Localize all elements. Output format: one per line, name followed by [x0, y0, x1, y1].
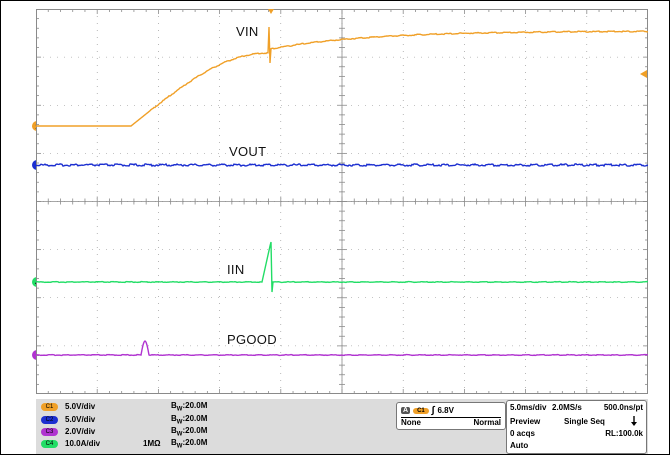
timebase: 5.0ms/div	[510, 403, 547, 412]
trigger-slope-icon: ∫	[431, 405, 435, 416]
sequence-mode: Single Seq	[564, 417, 605, 426]
bw-prefix: B	[171, 400, 177, 410]
trigger-level-marker[interactable]	[640, 70, 647, 78]
channel-badge: C3	[41, 427, 58, 436]
preview-status: Preview	[510, 417, 541, 426]
channel-bandwidth: BW:20.0M	[171, 425, 208, 438]
iin-label: IIN	[227, 262, 245, 277]
channel-scale: 5.0V/div	[65, 402, 96, 411]
left-gutter	[1, 1, 36, 399]
scope-info-bar: C1 5.0V/div BW:20.0M C2 5.0V/div BW:20.0M C3 2.…	[36, 399, 648, 454]
trigger-panel[interactable]: A C1 ∫ 6.8V None Normal	[396, 402, 506, 430]
record-length: RL:100.0k	[605, 429, 643, 438]
bw-sub: W	[176, 406, 183, 413]
trigger-coupling: None	[401, 418, 421, 427]
trigger-tag: A	[401, 407, 411, 414]
channel-scale: 2.0V/div	[65, 427, 96, 436]
graticule-grid	[36, 9, 648, 394]
sample-rate: 2.0MS/s	[552, 403, 582, 412]
iin-trace	[36, 241, 648, 293]
bw-sub: W	[176, 443, 183, 450]
pgood-ground-marker[interactable]	[32, 350, 36, 360]
vin-ground-marker[interactable]: 1	[32, 121, 36, 131]
trigger-source: C1	[413, 407, 429, 414]
vout-label: VOUT	[229, 144, 267, 159]
bw-prefix: B	[171, 425, 177, 435]
bw-sub: W	[176, 431, 183, 438]
vin-label: VIN	[236, 24, 259, 39]
bw-value: 20.0M	[185, 437, 208, 447]
bw-value: 20.0M	[185, 400, 208, 410]
channel-row[interactable]: C1 5.0V/div BW:20.0M	[41, 401, 207, 412]
channel-scale: 5.0V/div	[65, 415, 96, 424]
channel-scale: 10.0A/div	[65, 439, 101, 448]
channel-row[interactable]: C3 2.0V/div BW:20.0M	[41, 426, 207, 437]
bw-prefix: B	[171, 413, 177, 423]
channel-badge: C1	[41, 402, 58, 411]
channel-badge: C4	[41, 439, 58, 448]
single-seq-arrow-icon	[631, 416, 637, 426]
vout-trace	[36, 162, 648, 168]
pgood-label: PGOOD	[227, 332, 277, 347]
channel-bandwidth: BW:20.0M	[171, 413, 208, 426]
pgood-trace	[36, 339, 648, 357]
waveform-graticule	[36, 9, 648, 394]
channel-badge: C2	[41, 415, 58, 424]
bw-sub: W	[176, 419, 183, 426]
acquisition-count: 0 acqs	[510, 429, 535, 438]
waveform-display[interactable]: VIN VOUT IIN PGOOD	[36, 9, 648, 394]
vin-trace	[36, 26, 648, 127]
channel-row[interactable]: C4 10.0A/div 1MΩ BW:20.0M	[41, 438, 207, 449]
channel-bandwidth: BW:20.0M	[171, 400, 208, 413]
vin-marker-text: 1	[35, 124, 36, 131]
channel-termination: 1MΩ	[143, 439, 161, 448]
bw-value: 20.0M	[185, 413, 208, 423]
channel-bandwidth: BW:20.0M	[171, 437, 208, 450]
channel-row[interactable]: C2 5.0V/div BW:20.0M	[41, 414, 207, 425]
trigger-mode: Normal	[473, 418, 501, 427]
trigger-position-marker[interactable]	[268, 9, 274, 14]
resolution: 500.0ns/pt	[603, 403, 643, 412]
vout-ground-marker[interactable]	[32, 160, 36, 170]
bw-value: 20.0M	[185, 425, 208, 435]
channel-markers: 1 4	[32, 121, 36, 360]
bw-prefix: B	[171, 437, 177, 447]
iin-marker-text: 4	[35, 280, 36, 287]
acquisition-panel[interactable]: 5.0ms/div 2.0MS/s 500.0ns/pt Preview Sin…	[506, 400, 647, 454]
iin-ground-marker[interactable]: 4	[32, 277, 36, 287]
auto-mode: Auto	[510, 441, 529, 450]
trigger-level: 6.8V	[437, 406, 454, 415]
